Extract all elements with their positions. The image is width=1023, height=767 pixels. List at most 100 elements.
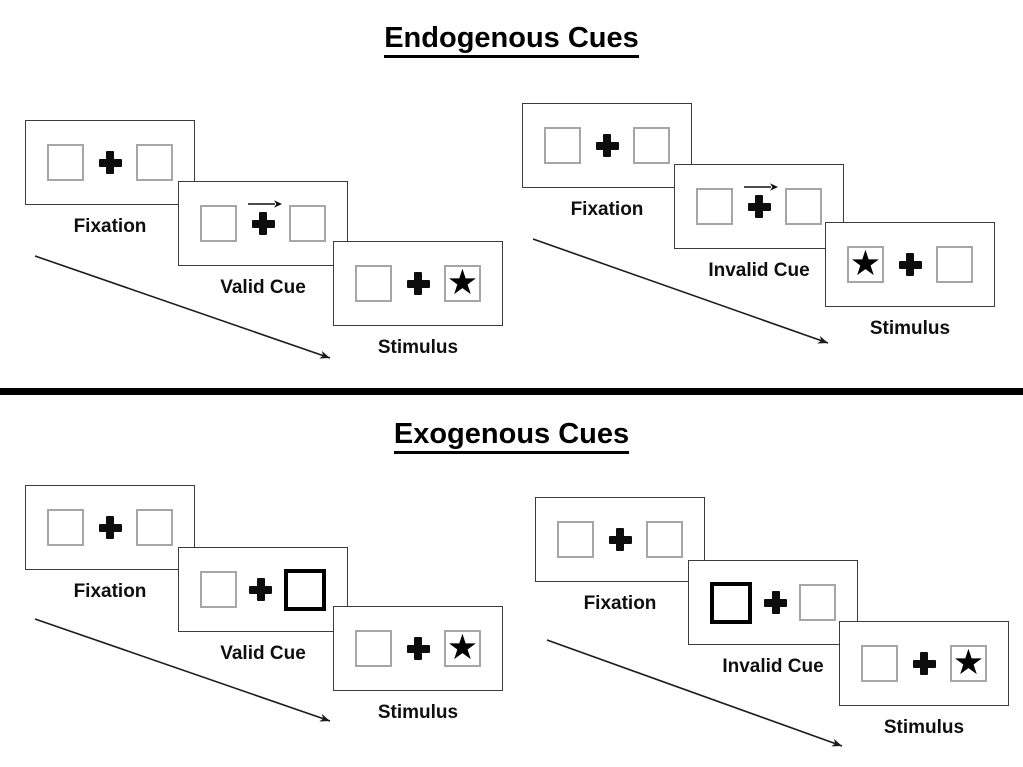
right-placeholder-box: [646, 521, 683, 558]
left-placeholder-box: [557, 521, 594, 558]
fixation-cross-icon: [898, 253, 922, 276]
timeline-arrow-exogenous-valid: [34, 618, 331, 722]
fixation-cross-icon: [747, 195, 771, 218]
center-area: [764, 591, 787, 614]
fixation-cross-icon: [406, 272, 430, 295]
screen-frame: [535, 497, 705, 582]
panel-endogenous-invalid-stimulus: ★ Stimulus: [825, 222, 995, 340]
right-placeholder-box: [936, 246, 973, 283]
panel-label: Valid Cue: [220, 277, 306, 298]
center-area: [898, 253, 922, 276]
panel-exogenous-invalid-fixation: Fixation: [535, 497, 705, 615]
fixation-cross-icon: [912, 652, 936, 675]
fixation-cross-icon: [251, 212, 275, 235]
right-placeholder-box: [799, 584, 836, 621]
panel-label: Fixation: [583, 593, 657, 614]
star-icon: ★: [446, 263, 479, 302]
panel-label: Invalid Cue: [722, 656, 824, 677]
panel-exogenous-valid-cue: Valid Cue: [178, 547, 348, 665]
center-area: [98, 516, 122, 539]
left-placeholder-box: [355, 265, 392, 302]
panel-label: Invalid Cue: [708, 260, 810, 281]
left-placeholder-box: [696, 188, 733, 225]
left-placeholder-box: [47, 509, 84, 546]
timeline-arrow-endogenous-valid: [34, 255, 331, 359]
screen-frame: [688, 560, 858, 645]
star-icon: ★: [446, 628, 479, 667]
endogenous-section-title: Endogenous Cues: [0, 22, 1023, 58]
exogenous-section-title: Exogenous Cues: [0, 418, 1023, 454]
center-area: [406, 637, 430, 660]
star-icon: ★: [849, 244, 882, 283]
left-stimulus-box: ★: [847, 246, 884, 283]
left-placeholder-box: [200, 571, 237, 608]
panel-label: Valid Cue: [220, 643, 306, 664]
fixation-cross-icon: [764, 591, 787, 614]
panel-endogenous-valid-stimulus: ★ Stimulus: [333, 241, 503, 359]
left-placeholder-box: [544, 127, 581, 164]
left-placeholder-box: [200, 205, 237, 242]
fixation-cross-icon: [595, 134, 619, 157]
panel-label: Stimulus: [883, 717, 965, 738]
star-icon: ★: [952, 643, 985, 682]
right-placeholder-box: [136, 509, 173, 546]
right-arrow-icon: [248, 200, 283, 208]
fixation-cross-icon: [249, 578, 272, 601]
section-divider: [0, 388, 1023, 395]
endogenous-title-text: Endogenous Cues: [384, 22, 639, 58]
panel-exogenous-invalid-stimulus: ★ Stimulus: [839, 621, 1009, 739]
panel-endogenous-valid-cue: Valid Cue: [178, 181, 348, 299]
fixation-cross-icon: [98, 151, 122, 174]
center-area: [248, 200, 283, 235]
right-stimulus-box: ★: [444, 265, 481, 302]
right-cue-highlight-box: [284, 568, 326, 611]
exogenous-title-text: Exogenous Cues: [393, 418, 630, 454]
timeline-arrow-exogenous-invalid: [546, 639, 843, 747]
panel-exogenous-valid-stimulus: ★ Stimulus: [333, 606, 503, 724]
timeline-arrow-endogenous-invalid: [532, 238, 829, 344]
screen-frame: [178, 547, 348, 632]
center-area: [608, 528, 632, 551]
right-placeholder-box: [633, 127, 670, 164]
right-stimulus-box: ★: [444, 630, 481, 667]
panel-endogenous-valid-fixation: Fixation: [25, 120, 195, 238]
screen-frame: [522, 103, 692, 188]
screen-frame: ★: [333, 241, 503, 326]
screen-frame: [25, 485, 195, 570]
right-stimulus-box: ★: [950, 645, 987, 682]
panel-endogenous-invalid-cue: Invalid Cue: [674, 164, 844, 282]
screen-frame: ★: [333, 606, 503, 691]
center-area: [595, 134, 619, 157]
center-area: [249, 578, 272, 601]
fixation-cross-icon: [98, 516, 122, 539]
panel-exogenous-invalid-cue: Invalid Cue: [688, 560, 858, 678]
panel-label: Fixation: [73, 216, 147, 237]
panel-label: Fixation: [570, 199, 644, 220]
screen-frame: [178, 181, 348, 266]
panel-endogenous-invalid-fixation: Fixation: [522, 103, 692, 221]
right-arrow-icon: [744, 183, 779, 191]
left-placeholder-box: [861, 645, 898, 682]
right-placeholder-box: [136, 144, 173, 181]
panel-label: Stimulus: [377, 337, 459, 358]
center-area: [912, 652, 936, 675]
fixation-cross-icon: [608, 528, 632, 551]
left-placeholder-box: [47, 144, 84, 181]
right-placeholder-box: [785, 188, 822, 225]
panel-exogenous-valid-fixation: Fixation: [25, 485, 195, 603]
screen-frame: [674, 164, 844, 249]
screen-frame: ★: [825, 222, 995, 307]
panel-label: Stimulus: [869, 318, 951, 339]
center-area: [744, 183, 779, 218]
center-area: [98, 151, 122, 174]
left-placeholder-box: [355, 630, 392, 667]
screen-frame: ★: [839, 621, 1009, 706]
screen-frame: [25, 120, 195, 205]
panel-label: Stimulus: [377, 702, 459, 723]
panel-label: Fixation: [73, 581, 147, 602]
left-cue-highlight-box: [710, 581, 752, 624]
center-area: [406, 272, 430, 295]
right-placeholder-box: [289, 205, 326, 242]
